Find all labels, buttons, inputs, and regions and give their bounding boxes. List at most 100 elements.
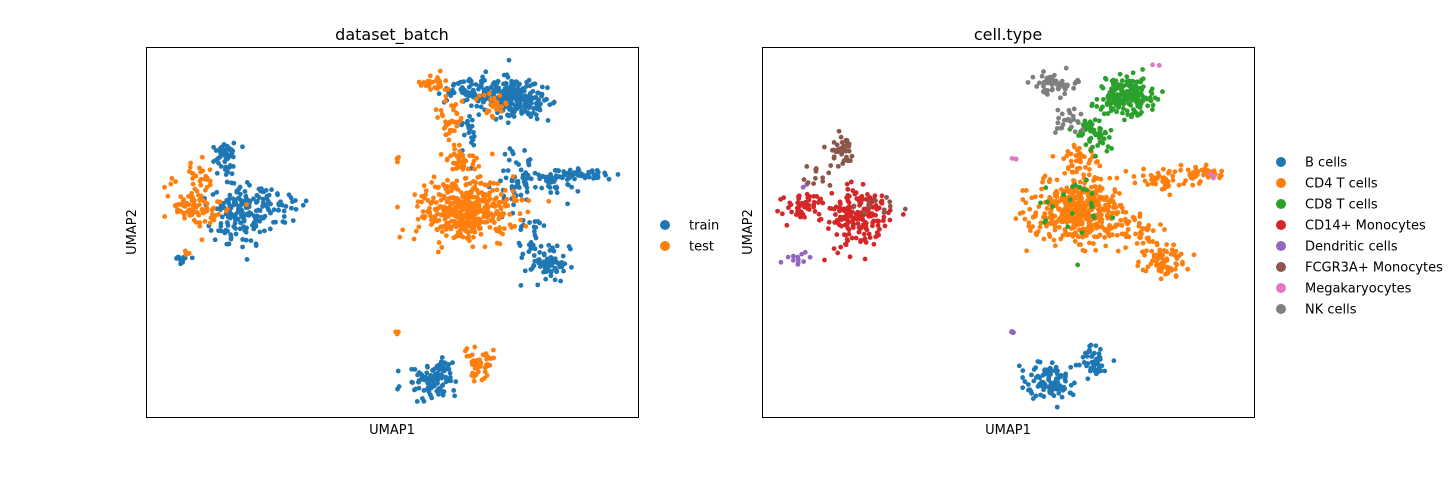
data-point (486, 91, 492, 97)
data-point (455, 187, 461, 192)
series-train (174, 57, 621, 404)
data-point (551, 248, 557, 254)
data-point (1069, 124, 1074, 130)
data-point (548, 273, 554, 279)
data-point (839, 151, 844, 157)
data-point (435, 206, 440, 211)
data-point (271, 207, 277, 213)
data-point (411, 236, 417, 242)
data-point (849, 153, 855, 159)
data-point (509, 94, 515, 100)
data-point (426, 389, 432, 395)
data-point (257, 208, 263, 213)
data-point (1067, 110, 1073, 116)
data-point (567, 175, 573, 181)
data-point (415, 216, 421, 222)
data-point (863, 240, 869, 245)
data-point (1198, 179, 1203, 184)
data-point (516, 83, 521, 88)
data-point (198, 182, 204, 188)
data-point (525, 209, 531, 215)
data-point (543, 276, 549, 282)
data-point (1028, 388, 1034, 394)
data-point (1149, 248, 1155, 254)
data-point (466, 78, 471, 84)
data-point (231, 180, 237, 186)
data-point (1053, 198, 1058, 204)
data-point (520, 251, 526, 257)
data-point (431, 174, 437, 180)
data-point (526, 105, 532, 111)
data-point (1034, 84, 1040, 89)
data-point (1125, 112, 1131, 117)
data-point (1083, 216, 1089, 221)
data-point (448, 201, 453, 206)
data-point (544, 256, 550, 262)
data-point (522, 268, 528, 274)
data-point (489, 151, 495, 157)
data-point (832, 220, 838, 225)
data-point (873, 198, 878, 204)
data-point (490, 347, 496, 353)
data-point (1038, 392, 1043, 398)
data-point (194, 210, 200, 215)
data-point (1080, 207, 1085, 213)
data-point (515, 178, 521, 184)
data-point (1058, 217, 1064, 223)
data-point (1112, 189, 1118, 195)
data-point (1129, 95, 1134, 100)
data-point (615, 172, 621, 177)
data-point (1084, 361, 1090, 367)
data-point (1150, 181, 1155, 186)
legend-label: FCGR3A+ Monocytes (1305, 261, 1443, 276)
data-point (1056, 115, 1061, 121)
data-point (196, 192, 201, 198)
data-point (420, 396, 425, 401)
data-point (1134, 241, 1140, 246)
data-point (496, 211, 501, 217)
data-point (828, 163, 834, 168)
data-point (1069, 163, 1074, 168)
data-point (482, 182, 488, 188)
data-point (1093, 356, 1099, 362)
data-point (1093, 247, 1099, 253)
data-point (1057, 198, 1062, 204)
panel-title: cell.type (974, 25, 1042, 44)
data-point (1073, 231, 1079, 237)
data-point (1173, 253, 1178, 259)
data-point (451, 388, 457, 393)
data-point (1180, 259, 1185, 265)
data-point (539, 93, 544, 99)
data-point (830, 147, 835, 153)
data-point (428, 373, 434, 379)
data-point (525, 158, 531, 163)
data-point (464, 353, 470, 359)
data-point (1067, 231, 1073, 237)
data-point (442, 216, 448, 222)
data-point (835, 163, 841, 169)
data-point (258, 188, 263, 194)
data-point (1084, 233, 1089, 238)
data-point (203, 207, 209, 212)
data-point (524, 84, 529, 89)
data-point (233, 231, 239, 237)
data-point (531, 224, 537, 230)
data-point (1098, 107, 1104, 112)
data-point (181, 212, 187, 218)
data-point (416, 378, 422, 383)
data-point (779, 211, 785, 217)
data-point (518, 192, 524, 198)
data-point (453, 379, 459, 384)
data-point (213, 148, 219, 153)
data-point (1163, 271, 1168, 277)
data-point (211, 159, 216, 164)
data-point (432, 214, 438, 219)
data-point (457, 154, 463, 159)
data-point (421, 183, 427, 189)
data-point (1104, 148, 1110, 154)
data-point (508, 106, 513, 111)
data-point (1104, 102, 1110, 108)
data-point (453, 153, 459, 159)
data-point (795, 200, 801, 206)
data-point (222, 159, 228, 165)
